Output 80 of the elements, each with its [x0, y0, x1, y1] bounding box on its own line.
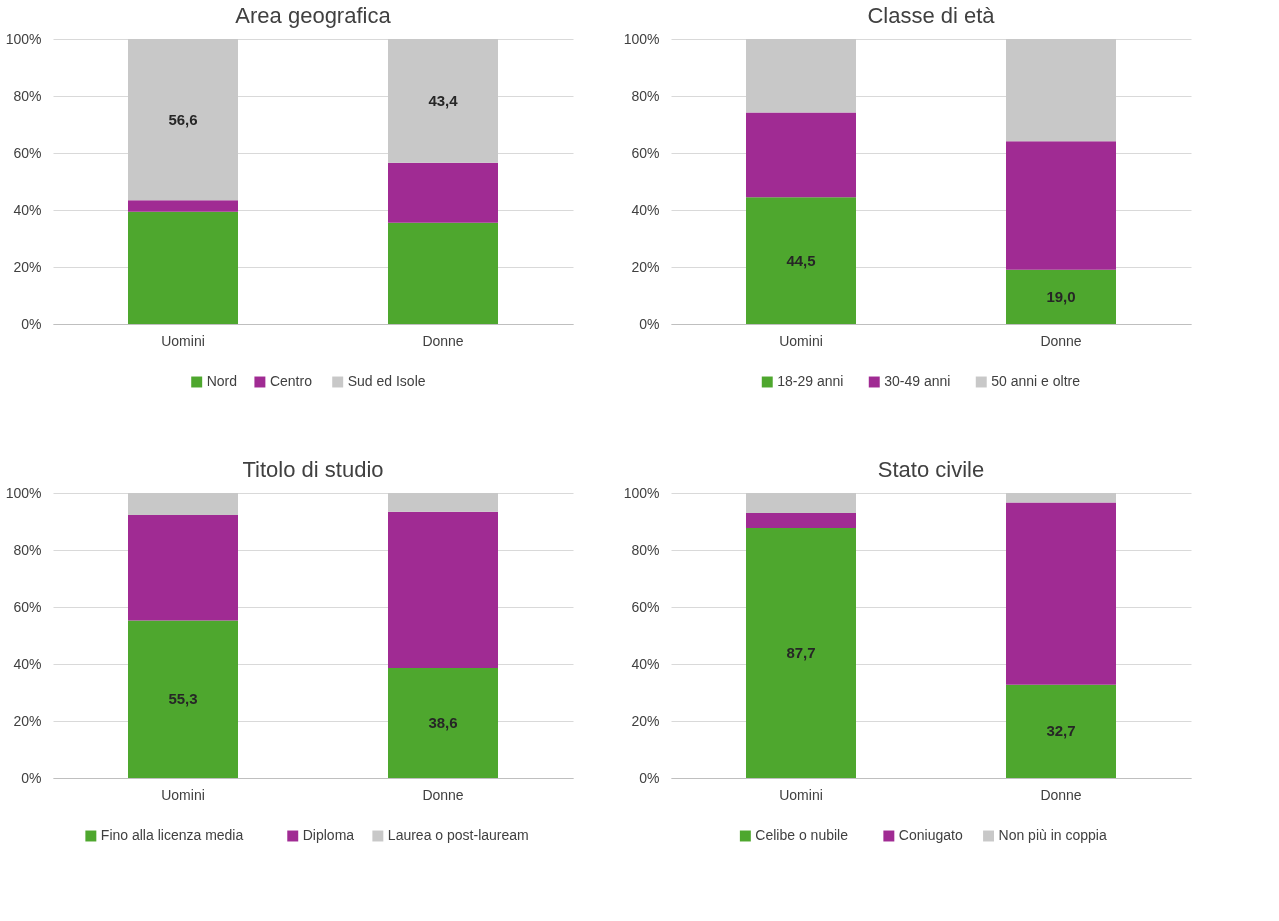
y-tick-label: 40% [631, 201, 660, 218]
chart-title: Classe di età [867, 3, 996, 28]
y-tick-label: 60% [631, 598, 660, 615]
bar [1006, 39, 1116, 142]
data-label: 87,7 [786, 644, 816, 662]
x-tick-label: Donne [1040, 786, 1082, 803]
x-tick-label: Uomini [161, 786, 205, 803]
y-tick-label: 40% [631, 655, 660, 672]
bar [388, 39, 498, 163]
bar [1006, 493, 1116, 503]
bar [746, 197, 856, 324]
bar [1006, 141, 1116, 270]
y-tick-label: 40% [13, 655, 42, 672]
y-tick-label: 60% [13, 598, 42, 615]
legend-label: Centro [269, 373, 313, 389]
bar [1006, 684, 1116, 778]
x-tick-label: Donne [422, 332, 464, 349]
legend-label: 30-49 anni [884, 373, 951, 389]
y-tick-label: 20% [631, 258, 660, 275]
bar [388, 493, 498, 512]
bar [388, 162, 498, 223]
bar [128, 200, 238, 212]
data-label: 55,3 [168, 690, 198, 708]
x-tick-label: Donne [1040, 332, 1082, 349]
data-label: 38,6 [428, 713, 458, 731]
y-tick-label: 0% [21, 315, 42, 332]
x-tick-label: Uomini [779, 332, 823, 349]
bar [746, 39, 856, 113]
y-tick-label: 60% [13, 144, 42, 161]
legend-label: 50 anni e oltre [991, 373, 1081, 389]
y-tick-label: 20% [13, 258, 42, 275]
y-tick-label: 80% [13, 87, 42, 104]
bar [128, 514, 238, 621]
data-label: 19,0 [1046, 287, 1076, 305]
bar [128, 39, 238, 201]
legend-label: Sud ed Isole [347, 373, 426, 389]
bar [1006, 269, 1116, 324]
bar [746, 493, 856, 513]
bar [746, 112, 856, 198]
x-tick-label: Donne [422, 786, 464, 803]
data-label: 44,5 [786, 251, 816, 269]
bar [1006, 502, 1116, 685]
legend-label: Celibe o nubile [755, 827, 849, 843]
bar [388, 667, 498, 778]
bar [128, 211, 238, 324]
data-label: 32,7 [1046, 722, 1076, 740]
y-tick-label: 20% [631, 712, 660, 729]
y-tick-label: 0% [639, 315, 660, 332]
legend-label: Non più in coppia [998, 827, 1107, 843]
y-tick-label: 80% [631, 541, 660, 558]
legend-label: 18-29 anni [777, 373, 844, 389]
data-label: 56,6 [168, 110, 198, 128]
chart-title: Stato civile [877, 457, 985, 482]
y-tick-label: 100% [5, 30, 42, 47]
y-tick-label: 80% [13, 541, 42, 558]
data-label: 43,4 [428, 91, 459, 109]
y-tick-label: 0% [639, 769, 660, 786]
bar [746, 528, 856, 778]
bar [128, 493, 238, 515]
bar [746, 512, 856, 529]
bar [388, 511, 498, 668]
y-tick-label: 0% [21, 769, 42, 786]
chart-title: Area geografica [235, 3, 392, 28]
y-tick-label: 40% [13, 201, 42, 218]
y-tick-label: 100% [623, 484, 660, 501]
y-tick-label: 20% [13, 712, 42, 729]
y-tick-label: 100% [5, 484, 42, 501]
legend-label: Coniugato [898, 827, 963, 843]
x-tick-label: Uomini [161, 332, 205, 349]
y-tick-label: 100% [623, 30, 660, 47]
legend-label: Nord [206, 373, 238, 389]
y-tick-label: 80% [631, 87, 660, 104]
legend-label: Laurea o post-lauream [387, 827, 529, 843]
x-tick-label: Uomini [779, 786, 823, 803]
bar [388, 222, 498, 324]
chart-title: Titolo di studio [242, 457, 384, 482]
bar [128, 620, 238, 778]
legend-label: Fino alla licenza media [100, 827, 244, 843]
y-tick-label: 60% [631, 144, 660, 161]
legend-label: Diploma [302, 827, 355, 843]
